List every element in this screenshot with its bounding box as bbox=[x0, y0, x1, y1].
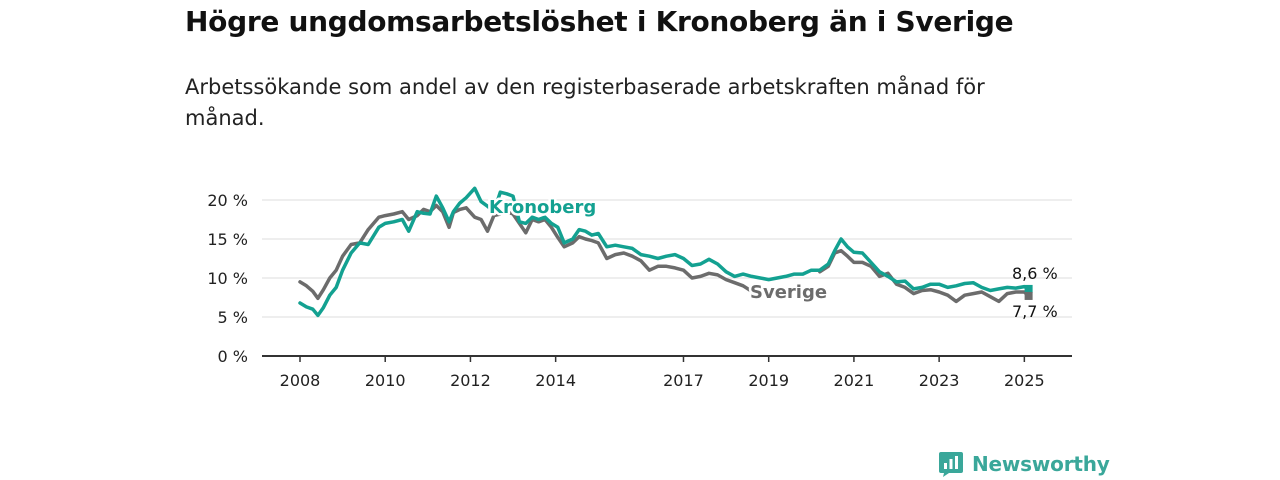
x-axis bbox=[262, 355, 1072, 362]
grid-lines bbox=[262, 199, 1072, 318]
x-tick-label: 2010 bbox=[365, 371, 406, 390]
x-tick-label: 2021 bbox=[834, 371, 875, 390]
chart-title: Högre ungdomsarbetslöshet i Kronoberg än… bbox=[185, 5, 1014, 38]
x-tick-label: 2019 bbox=[748, 371, 789, 390]
series-label-halo: Sverige bbox=[750, 282, 827, 303]
y-tick-label: 10 % bbox=[207, 269, 248, 288]
series-line-sverige bbox=[298, 203, 1031, 304]
chart-subtitle: Arbetssökande som andel av den registerb… bbox=[185, 75, 985, 130]
end-value-label-sverige: 7,7 % bbox=[1012, 302, 1058, 321]
series-labels: 8,6 %7,7 %KronobergKronobergSverigeSveri… bbox=[487, 195, 1058, 322]
series-label-halo: Kronoberg bbox=[489, 197, 596, 218]
series-lines bbox=[298, 186, 1031, 318]
x-tick-label: 2023 bbox=[919, 371, 960, 390]
series-label-kronoberg: Kronoberg bbox=[489, 197, 596, 218]
series-label-sverige: Sverige bbox=[750, 282, 827, 303]
end-value-label-kronoberg: 8,6 % bbox=[1012, 264, 1058, 283]
y-tick-label: 15 % bbox=[207, 230, 248, 249]
newsworthy-logo-icon bbox=[939, 451, 963, 477]
brand-name: Newsworthy bbox=[972, 452, 1110, 476]
y-tick-label: 20 % bbox=[207, 191, 248, 210]
x-tick-label: 2017 bbox=[663, 371, 704, 390]
x-tick-label: 2014 bbox=[535, 371, 576, 390]
newsworthy-brand[interactable]: Newsworthy bbox=[938, 449, 1110, 479]
series-line-kronoberg bbox=[298, 186, 1031, 318]
x-tick-label: 2012 bbox=[450, 371, 491, 390]
end-marker-sverige bbox=[1024, 291, 1033, 300]
x-tick-label: 2025 bbox=[1004, 371, 1045, 390]
y-tick-label: 0 % bbox=[218, 347, 248, 366]
y-axis-tick-labels: 0 % 5 % 10 % 15 % 20 % bbox=[207, 191, 248, 366]
x-axis-tick-labels: 2008 2010 2012 2014 2017 2019 2021 2023 2025 bbox=[280, 371, 1045, 390]
x-tick-label: 2008 bbox=[280, 371, 321, 390]
end-marker-kronoberg bbox=[1024, 284, 1033, 293]
y-tick-label: 5 % bbox=[218, 308, 248, 327]
